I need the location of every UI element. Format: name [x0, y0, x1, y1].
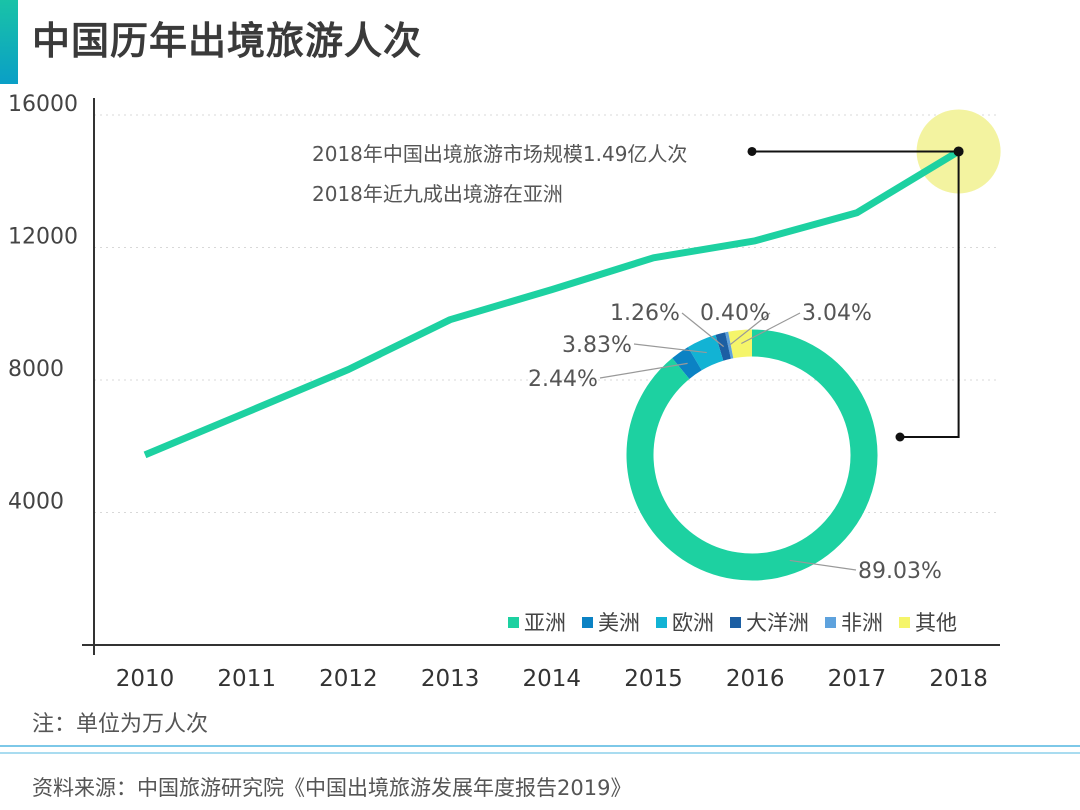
legend-label: 亚洲 [524, 611, 566, 635]
donut-leader-line [728, 312, 771, 346]
donut-slice-0 [626, 329, 878, 581]
legend-item: 大洋洲 [730, 607, 809, 637]
legend-item: 非洲 [825, 607, 883, 637]
y-tick-label: 8000 [8, 357, 64, 382]
donut-slice-1 [672, 347, 702, 380]
donut-value-label: 0.40% [700, 301, 770, 326]
donut-value-label: 89.03% [858, 559, 942, 584]
legend-swatch [899, 616, 910, 628]
legend-label: 其他 [915, 611, 957, 635]
donut-slice-3 [715, 332, 731, 361]
legend-swatch [656, 616, 667, 628]
legend-label: 欧洲 [672, 611, 714, 635]
callout-dot [747, 146, 757, 156]
legend-item: 美洲 [582, 607, 640, 637]
x-tick-label: 2011 [217, 666, 276, 692]
legend-swatch [825, 616, 836, 628]
x-tick-label: 2012 [319, 666, 378, 692]
x-tick-label: 2016 [726, 666, 785, 692]
unit-note: 注：单位为万人次 [32, 712, 209, 737]
x-tick-label: 2015 [624, 666, 683, 692]
x-tick-label: 2017 [828, 666, 887, 692]
donut-chart [626, 329, 878, 581]
legend-item: 欧洲 [656, 607, 714, 637]
donut-value-label: 2.44% [528, 367, 598, 392]
callout-line-donut [900, 151, 960, 438]
legend-swatch [730, 616, 741, 628]
donut-slice-2 [687, 334, 724, 371]
legend: 亚洲 美洲 欧洲 大洋洲 非洲 其他 [508, 607, 957, 637]
legend-swatch [508, 616, 519, 628]
donut-slice-4 [725, 331, 734, 359]
legend-label: 美洲 [598, 611, 640, 635]
donut-value-label: 3.83% [562, 333, 632, 358]
line-chart: 4000 8000 12000 16000 2010 2011 2012 2013 2014 20… [8, 92, 1001, 692]
callout-lines [747, 146, 964, 442]
donut-value-label: 1.26% [610, 301, 680, 326]
donut-leader-line [599, 362, 688, 379]
legend-label: 非洲 [841, 611, 883, 635]
axes [82, 98, 1000, 655]
x-tick-label: 2013 [421, 666, 480, 692]
donut-leader-line [789, 559, 857, 571]
donut-leader-line [633, 343, 707, 354]
legend-label: 大洋洲 [746, 611, 809, 635]
donut-leader-line [681, 312, 725, 348]
legend-item: 其他 [899, 607, 957, 637]
x-tick-label: 2018 [929, 666, 988, 692]
x-tick-label: 2014 [523, 666, 582, 692]
grid-lines [94, 114, 1000, 513]
footer-divider [0, 745, 1080, 747]
callout-dot-donut [895, 432, 905, 442]
y-tick-label: 4000 [8, 490, 64, 515]
footer-divider-secondary [0, 752, 1080, 754]
annotation-market-size: 2018年中国出境旅游市场规模1.49亿人次 [312, 142, 688, 166]
page-title: 中国历年出境旅游人次 [32, 19, 423, 63]
source-text: 资料来源：中国旅游研究院《中国出境旅游发展年度报告2019》 [32, 776, 632, 800]
x-tick-label: 2010 [116, 666, 175, 692]
legend-swatch [582, 616, 593, 628]
donut-value-label: 3.04% [802, 301, 872, 326]
legend-item: 亚洲 [508, 607, 566, 637]
y-tick-label: 16000 [8, 92, 78, 117]
tick-labels: 4000 8000 12000 16000 2010 2011 2012 2013 2014 20… [8, 92, 988, 692]
donut-labels: 89.03% 2.44% 3.83% 1.26% 0.40% 3.04% [528, 301, 942, 584]
annotation-asia-share: 2018年近九成出境游在亚洲 [312, 182, 563, 206]
title-accent-bar [0, 0, 18, 84]
series-line [143, 148, 961, 459]
donut-leader-line [741, 312, 801, 345]
y-tick-label: 12000 [8, 225, 78, 250]
